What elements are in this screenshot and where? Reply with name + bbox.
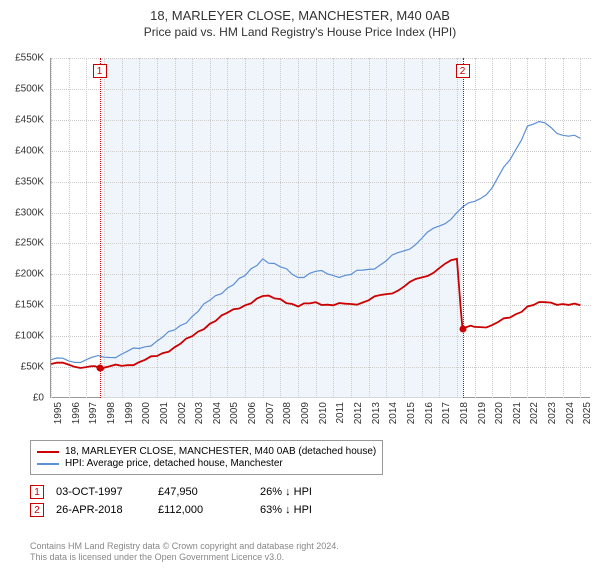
x-tick-label: 2002 (177, 402, 188, 424)
chart-area: 12 £0£50K£100K£150K£200K£250K£300K£350K£… (50, 58, 590, 398)
x-tick-label: 2016 (424, 402, 435, 424)
sale-delta: 63% ↓ HPI (260, 504, 350, 516)
x-tick-label: 2007 (265, 402, 276, 424)
sale-marker-badge: 1 (30, 485, 44, 499)
y-tick-label: £400K (15, 145, 44, 156)
plot-region: 12 (50, 58, 590, 398)
x-tick-label: 2022 (529, 402, 540, 424)
y-tick-label: £150K (15, 300, 44, 311)
y-tick-label: £0 (33, 393, 44, 404)
chart-lines (51, 58, 591, 398)
x-tick-label: 2001 (159, 402, 170, 424)
marker-line (100, 58, 101, 398)
x-tick-label: 2014 (388, 402, 399, 424)
x-tick-label: 1997 (88, 402, 99, 424)
x-tick-label: 1995 (53, 402, 64, 424)
x-tick-label: 1999 (124, 402, 135, 424)
x-tick-label: 2020 (494, 402, 505, 424)
sale-records: 1 03-OCT-1997 £47,950 26% ↓ HPI 2 26-APR-2018… (30, 485, 570, 517)
legend-label-hpi: HPI: Average price, detached house, Manc… (65, 458, 283, 469)
series-property (51, 259, 580, 370)
y-tick-label: £450K (15, 114, 44, 125)
legend-row-hpi: HPI: Average price, detached house, Manc… (37, 458, 376, 469)
y-tick-label: £200K (15, 269, 44, 280)
x-tick-label: 2011 (335, 402, 346, 424)
x-tick-label: 2017 (441, 402, 452, 424)
x-tick-label: 2021 (512, 402, 523, 424)
x-tick-label: 2025 (582, 402, 593, 424)
x-tick-label: 2005 (229, 402, 240, 424)
y-tick-label: £50K (21, 362, 44, 373)
x-tick-label: 2000 (141, 402, 152, 424)
y-tick-label: £250K (15, 238, 44, 249)
series-hpi (51, 122, 580, 363)
legend: 18, MARLEYER CLOSE, MANCHESTER, M40 0AB … (30, 440, 570, 521)
x-tick-label: 1996 (71, 402, 82, 424)
chart-subtitle: Price paid vs. HM Land Registry's House … (0, 25, 600, 39)
sale-delta: 26% ↓ HPI (260, 486, 350, 498)
chart-title: 18, MARLEYER CLOSE, MANCHESTER, M40 0AB (0, 8, 600, 23)
marker-badge: 1 (93, 64, 107, 78)
x-tick-label: 2013 (371, 402, 382, 424)
sale-marker-badge: 2 (30, 503, 44, 517)
x-tick-label: 2008 (282, 402, 293, 424)
y-tick-label: £300K (15, 207, 44, 218)
sale-price: £47,950 (158, 486, 248, 498)
x-tick-label: 2015 (406, 402, 417, 424)
sale-date: 26-APR-2018 (56, 504, 146, 516)
sale-date: 03-OCT-1997 (56, 486, 146, 498)
marker-badge: 2 (456, 64, 470, 78)
x-tick-label: 2006 (247, 402, 258, 424)
legend-label-property: 18, MARLEYER CLOSE, MANCHESTER, M40 0AB … (65, 446, 376, 457)
x-tick-label: 2010 (318, 402, 329, 424)
legend-box: 18, MARLEYER CLOSE, MANCHESTER, M40 0AB … (30, 440, 383, 475)
x-tick-label: 2023 (547, 402, 558, 424)
y-tick-label: £100K (15, 331, 44, 342)
x-tick-label: 2003 (194, 402, 205, 424)
y-tick-label: £350K (15, 176, 44, 187)
x-tick-label: 2012 (353, 402, 364, 424)
x-tick-label: 1998 (106, 402, 117, 424)
legend-row-property: 18, MARLEYER CLOSE, MANCHESTER, M40 0AB … (37, 446, 376, 457)
x-tick-label: 2004 (212, 402, 223, 424)
marker-line (463, 58, 464, 398)
x-tick-label: 2019 (477, 402, 488, 424)
legend-swatch-property (37, 451, 59, 453)
sale-price: £112,000 (158, 504, 248, 516)
y-tick-label: £550K (15, 53, 44, 64)
y-tick-label: £500K (15, 83, 44, 94)
x-tick-label: 2018 (459, 402, 470, 424)
sale-row: 1 03-OCT-1997 £47,950 26% ↓ HPI (30, 485, 570, 499)
x-tick-label: 2009 (300, 402, 311, 424)
x-tick-label: 2024 (565, 402, 576, 424)
legend-swatch-hpi (37, 463, 59, 465)
footer-line2: This data is licensed under the Open Gov… (30, 552, 339, 564)
footer-attribution: Contains HM Land Registry data © Crown c… (30, 541, 339, 564)
footer-line1: Contains HM Land Registry data © Crown c… (30, 541, 339, 553)
marker-dot (96, 365, 103, 372)
sale-row: 2 26-APR-2018 £112,000 63% ↓ HPI (30, 503, 570, 517)
marker-dot (459, 325, 466, 332)
